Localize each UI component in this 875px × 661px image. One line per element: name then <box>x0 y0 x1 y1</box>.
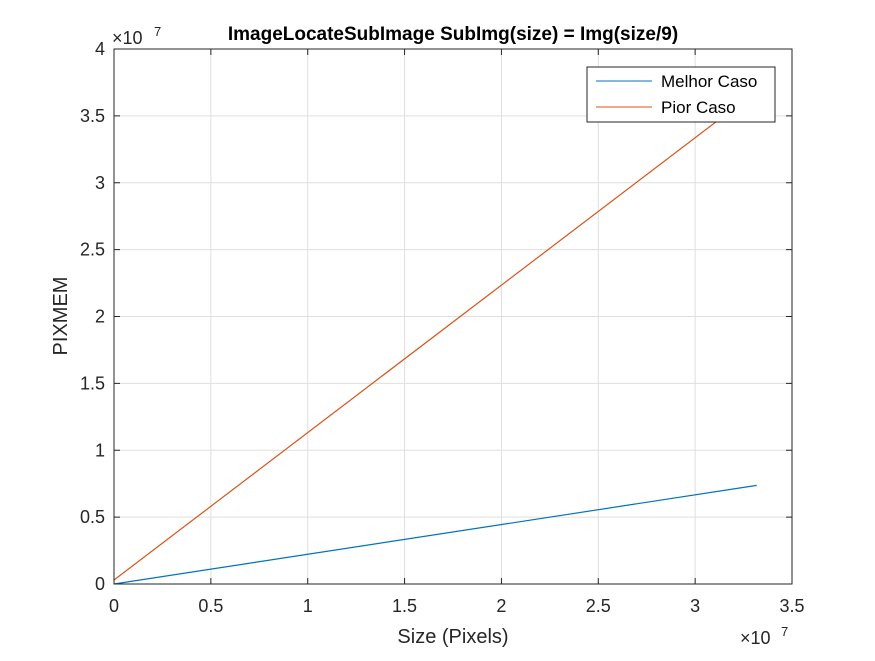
y-exponent: ×10 7 <box>112 24 161 48</box>
y-tick-label: 0 <box>95 574 105 594</box>
x-exponent-power: 7 <box>781 624 788 639</box>
x-exponent: ×10 7 <box>740 624 788 648</box>
ticks: 0 0.5 1 1.5 2 2.5 3 3.5 0 0.5 1 1.5 2 2.5 3 3.5 4 <box>80 39 805 616</box>
x-exponent-base: ×10 <box>740 628 771 648</box>
y-tick-label: 4 <box>95 39 105 59</box>
x-tick-label: 3.5 <box>779 596 804 616</box>
y-tick-label: 1.5 <box>80 373 105 393</box>
y-exponent-base: ×10 <box>112 28 143 48</box>
y-tick-label: 2.5 <box>80 240 105 260</box>
y-tick-label: 3 <box>95 173 105 193</box>
legend-label-pior-caso: Pior Caso <box>661 98 736 117</box>
legend-label-melhor-caso: Melhor Caso <box>661 72 757 91</box>
legend: Melhor Caso Pior Caso <box>586 66 776 123</box>
series-line-pior-caso <box>113 90 758 581</box>
x-tick-label: 1.5 <box>392 596 417 616</box>
legend-box <box>586 66 776 123</box>
y-tick-label: 2 <box>95 307 105 327</box>
y-tick-label: 3.5 <box>80 106 105 126</box>
x-tick-label: 3 <box>690 596 700 616</box>
series-layer <box>113 90 758 585</box>
x-tick-label: 0 <box>109 596 119 616</box>
x-tick-label: 1 <box>303 596 313 616</box>
x-tick-label: 2.5 <box>586 596 611 616</box>
x-axis-label: Size (Pixels) <box>397 626 508 648</box>
series-line-melhor-caso <box>113 484 757 585</box>
y-axis-label: PIXMEM <box>50 277 72 356</box>
y-exponent-power: 7 <box>154 24 161 39</box>
chart-title: ImageLocateSubImage SubImg(size) = Img(s… <box>228 24 678 45</box>
x-tick-label: 0.5 <box>198 596 223 616</box>
y-tick-label: 0.5 <box>80 507 105 527</box>
x-tick-label: 2 <box>496 596 506 616</box>
y-tick-label: 1 <box>95 440 105 460</box>
